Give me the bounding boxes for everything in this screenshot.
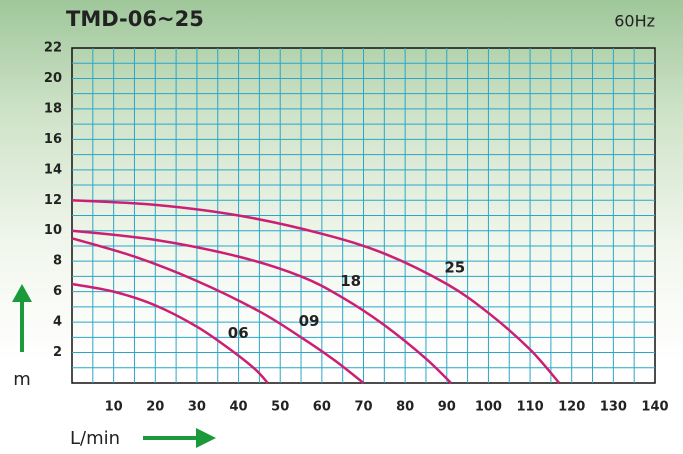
y-tick-label: 6 — [53, 284, 62, 299]
x-tick-label: 20 — [146, 400, 164, 415]
y-tick-label: 20 — [44, 71, 62, 86]
curve-label: 09 — [299, 312, 320, 330]
x-tick-label: 60 — [313, 400, 331, 415]
pump-curve — [71, 282, 269, 384]
curve-label: 18 — [340, 272, 361, 290]
y-tick-label: 2 — [53, 345, 62, 360]
x-tick-label: 80 — [396, 400, 414, 415]
y-tick-label: 16 — [44, 132, 62, 147]
x-tick-label: 130 — [600, 400, 627, 415]
curve-label: 25 — [444, 259, 465, 277]
y-tick-label: 12 — [44, 193, 62, 208]
pump-curve — [71, 237, 365, 384]
x-tick-label: 140 — [641, 400, 668, 415]
x-axis-label: L/min — [70, 428, 120, 449]
y-tick-label: 10 — [44, 223, 62, 238]
y-arrow-head — [12, 284, 32, 302]
curve-label: 06 — [228, 324, 249, 342]
x-arrow-head — [196, 428, 216, 448]
pump-curve — [71, 229, 452, 384]
y-tick-label: 4 — [53, 315, 62, 330]
y-tick-label: 8 — [53, 254, 62, 269]
y-tick-label: 18 — [44, 101, 62, 116]
x-tick-label: 70 — [354, 400, 372, 415]
pump-curve — [71, 199, 561, 384]
x-tick-label: 120 — [558, 400, 585, 415]
y-axis-label: m — [13, 369, 31, 390]
x-tick-label: 100 — [475, 400, 502, 415]
x-tick-label: 90 — [438, 400, 456, 415]
chart-title: TMD-06~25 — [66, 7, 204, 31]
x-tick-label: 10 — [105, 400, 123, 415]
x-tick-label: 110 — [517, 400, 544, 415]
y-tick-label: 14 — [44, 162, 62, 177]
x-tick-label: 50 — [271, 400, 289, 415]
x-tick-label: 30 — [188, 400, 206, 415]
y-tick-label: 22 — [44, 41, 62, 56]
chart-subtitle: 60Hz — [614, 12, 655, 31]
x-tick-label: 40 — [230, 400, 248, 415]
